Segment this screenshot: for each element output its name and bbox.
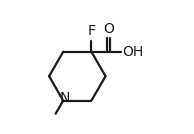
Text: N: N bbox=[60, 91, 70, 105]
Text: O: O bbox=[103, 22, 114, 36]
Text: OH: OH bbox=[122, 45, 144, 59]
Text: F: F bbox=[87, 24, 95, 38]
